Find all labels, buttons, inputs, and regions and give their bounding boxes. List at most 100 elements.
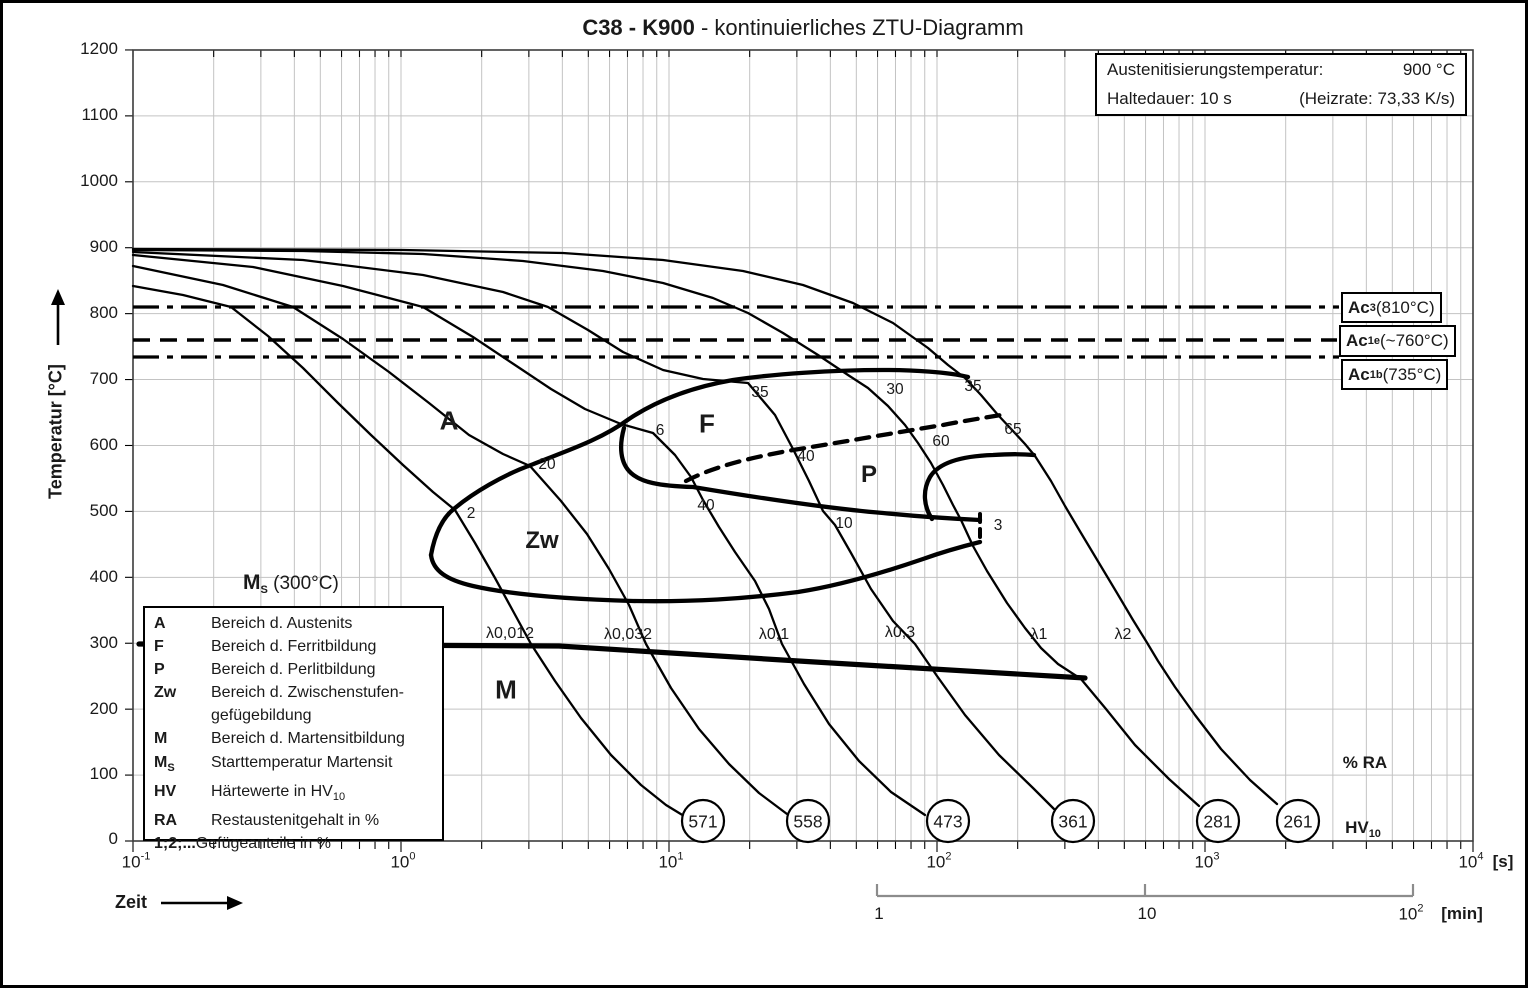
temperatur-arrow-icon bbox=[51, 289, 65, 345]
legend-row-martensite: M Bereich d. Martensitbildung bbox=[154, 730, 405, 748]
x-axis-seconds-unit: [s] bbox=[1492, 852, 1514, 871]
lambda-label-0-012: λ0,012 bbox=[485, 625, 535, 642]
lambda-label-1: λ1 bbox=[1030, 626, 1048, 643]
fraction-60: 60 bbox=[932, 433, 950, 450]
austenitization-temp-label: Austenitisierungstemperatur: bbox=[1107, 60, 1324, 79]
x-tick-1e0: 100 bbox=[390, 850, 416, 872]
y-tick-500: 500 bbox=[89, 501, 118, 520]
hv-value-571: 571 bbox=[688, 811, 718, 832]
legend-row-austenite: A Bereich d. Austenits bbox=[154, 615, 353, 632]
page-title: C38 - K900 - kontinuierliches ZTU-Diagra… bbox=[133, 15, 1473, 41]
ac3-label-box: Ac 3 (810°C) bbox=[1341, 292, 1442, 323]
hv-value-361: 361 bbox=[1058, 811, 1088, 832]
hv-circle-261 bbox=[1275, 798, 1321, 844]
legend-row-hv: HV Härtewerte in HV10 bbox=[154, 782, 346, 803]
cooling-curve-lambda-2 bbox=[131, 247, 1279, 806]
x-tick-1e2: 102 bbox=[926, 850, 952, 872]
heat-rate-value: (Heizrate: 73,33 K/s) bbox=[1299, 89, 1455, 108]
minutes-axis-bracket bbox=[875, 884, 1415, 898]
min-tick-1: 1 bbox=[874, 904, 884, 923]
y-tick-1200: 1200 bbox=[80, 39, 118, 58]
hv-value-558: 558 bbox=[793, 811, 823, 832]
hold-time-label: Haltedauer: 10 s bbox=[1107, 89, 1232, 108]
hv-circle-558 bbox=[785, 798, 831, 844]
legend-row-bainite-2: gefügebildung bbox=[211, 707, 312, 725]
ac1b-label-box: Ac 1b (735°C) bbox=[1341, 359, 1449, 390]
y-tick-900: 900 bbox=[89, 237, 118, 256]
hv-value-261: 261 bbox=[1283, 811, 1313, 832]
title-material: C38 - K900 bbox=[582, 15, 695, 40]
hv-circle-361 bbox=[1050, 798, 1096, 844]
cooling-curve-lambda-1 bbox=[131, 248, 1201, 808]
ms-line bbox=[136, 641, 1088, 681]
x-axis-minutes-unit: [min] bbox=[1441, 904, 1483, 923]
y-tick-800: 800 bbox=[89, 303, 118, 322]
fraction-20: 20 bbox=[538, 456, 556, 473]
x-tick-1e4: 104 bbox=[1458, 850, 1484, 872]
legend-row-pearlite: P Bereich d. Perlitbildung bbox=[154, 661, 376, 679]
hardness-circles bbox=[680, 798, 1321, 844]
lambda-label-2: λ2 bbox=[1114, 626, 1132, 643]
legend-row-ms: MS Starttemperatur Martensit bbox=[154, 753, 393, 774]
lambda-label-0-3: λ0,3 bbox=[884, 624, 916, 641]
cooling-curve-lambda-0-3 bbox=[131, 250, 1056, 811]
y-tick-100: 100 bbox=[89, 764, 118, 783]
ms-start-label: MS (300°C) bbox=[243, 571, 339, 596]
fraction-65: 65 bbox=[1004, 421, 1022, 438]
hv-value-473: 473 bbox=[933, 811, 963, 832]
legend-row-fractions: 1;2;... Gefügeanteile in % bbox=[154, 834, 331, 852]
region-bainite: Zw bbox=[525, 527, 559, 554]
fraction-6: 6 bbox=[655, 422, 665, 439]
region-martensite: M bbox=[495, 674, 517, 705]
zw-ferrite-start-boundary bbox=[428, 367, 971, 558]
fraction-3: 3 bbox=[993, 517, 1003, 534]
fraction-10: 10 bbox=[835, 515, 853, 532]
y-tick-600: 600 bbox=[89, 435, 118, 454]
hv-value-281: 281 bbox=[1203, 811, 1233, 832]
cooling-curve-lambda-0-032 bbox=[131, 264, 789, 816]
pearlite-start-dashed-boundary bbox=[683, 412, 1004, 484]
y-tick-700: 700 bbox=[89, 369, 118, 388]
y-tick-300: 300 bbox=[89, 633, 118, 652]
ferrite-nose-pearlite-start-boundary bbox=[618, 425, 983, 523]
legend-row-ferrite: F Bereich d. Ferritbildung bbox=[154, 638, 377, 656]
hv-column-label: HV10 bbox=[1345, 818, 1381, 840]
austenitization-info-box: Austenitisierungstemperatur: 900 °C Halt… bbox=[1095, 53, 1467, 116]
legend-row-ra: RA Restaustenitgehalt in % bbox=[154, 811, 380, 829]
min-tick-10: 10 bbox=[1137, 904, 1157, 923]
austenitization-temp-value: 900 °C bbox=[1402, 60, 1455, 79]
cooling-curve-lambda-0-012 bbox=[131, 284, 686, 818]
y-tick-1100: 1100 bbox=[81, 105, 118, 124]
lambda-label-0-1: λ0,1 bbox=[758, 626, 790, 643]
legend-row-bainite-1: Zw Bereich d. Zwischenstufen- bbox=[154, 684, 404, 702]
x-tick-1e-1: 10-1 bbox=[121, 850, 151, 872]
fraction-35b: 35 bbox=[964, 378, 982, 395]
x-tick-1e3: 103 bbox=[1194, 850, 1220, 872]
fraction-35a: 35 bbox=[751, 384, 769, 401]
ac1e-label-box: Ac 1e (~760°C) bbox=[1339, 325, 1456, 357]
region-austenite: A bbox=[439, 405, 459, 436]
fraction-40a: 40 bbox=[797, 448, 815, 465]
lambda-label-0-032: λ0,032 bbox=[603, 626, 653, 643]
gridlines bbox=[125, 49, 1474, 852]
fraction-2: 2 bbox=[466, 505, 476, 522]
min-tick-100: 102 bbox=[1398, 902, 1424, 924]
y-tick-1000: 1000 bbox=[80, 171, 118, 190]
pearlite-finish-hook-boundary bbox=[922, 452, 1037, 522]
region-pearlite: P bbox=[860, 461, 878, 488]
zw-lower-boundary bbox=[428, 539, 983, 604]
legend-box: A Bereich d. Austenits F Bereich d. Ferrit… bbox=[143, 606, 444, 852]
title-rest: - kontinuierliches ZTU-Diagramm bbox=[694, 15, 1024, 40]
hv-circle-571 bbox=[680, 798, 726, 844]
y-tick-200: 200 bbox=[89, 699, 118, 718]
fraction-40b: 40 bbox=[697, 497, 715, 514]
y-tick-400: 400 bbox=[89, 567, 118, 586]
zeit-arrow-icon bbox=[161, 896, 243, 910]
x-axis-title: Zeit bbox=[115, 892, 148, 912]
fraction-30: 30 bbox=[886, 381, 904, 398]
y-axis-title: Temperatur [°C] bbox=[45, 364, 66, 499]
ra-column-label: % RA bbox=[1342, 753, 1388, 772]
ztu-chart bbox=[51, 49, 1474, 910]
region-ferrite: F bbox=[699, 408, 715, 439]
